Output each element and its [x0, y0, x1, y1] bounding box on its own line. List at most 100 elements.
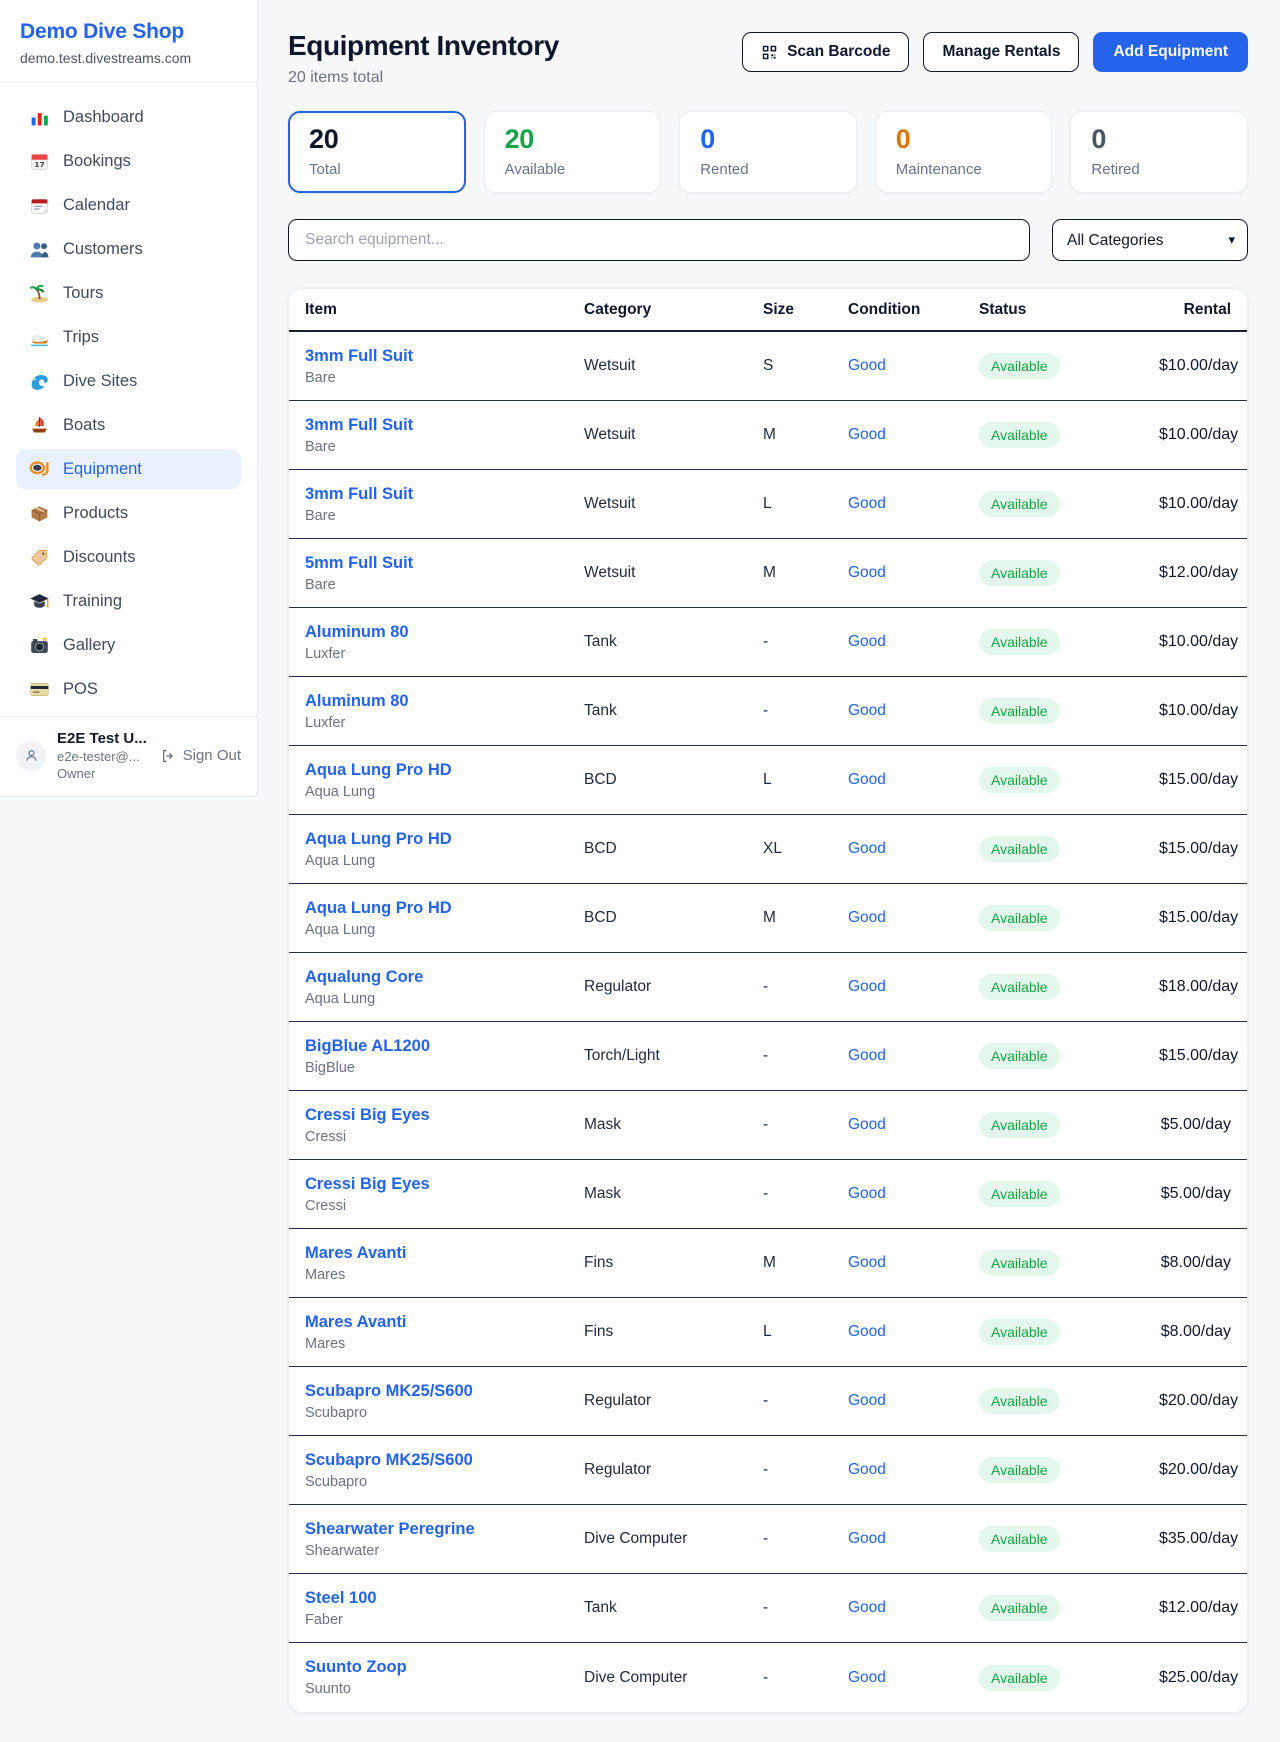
status-badge: Available [979, 905, 1060, 932]
sidebar-item-bookings[interactable]: 17 Bookings [16, 141, 241, 181]
item-link[interactable]: Aqua Lung Pro HD [305, 898, 452, 917]
item-cell: 3mm Full Suit Bare [305, 416, 584, 455]
item-link[interactable]: Steel 100 [305, 1588, 377, 1607]
item-link[interactable]: 3mm Full Suit [305, 484, 414, 503]
page-title: Equipment Inventory [288, 30, 559, 61]
condition-link[interactable]: Good [848, 1254, 886, 1272]
item-link[interactable]: Aluminum 80 [305, 691, 409, 710]
condition-link[interactable]: Good [848, 1116, 886, 1134]
condition-link[interactable]: Good [848, 1392, 886, 1410]
stat-card-rented[interactable]: 0 Rented [679, 111, 857, 194]
item-link[interactable]: Scubapro MK25/S600 [305, 1450, 473, 1469]
item-cell: Aqua Lung Pro HD Aqua Lung [305, 830, 584, 869]
status-cell: Available [979, 698, 1159, 725]
item-link[interactable]: 3mm Full Suit [305, 415, 414, 434]
item-link[interactable]: Aqua Lung Pro HD [305, 829, 452, 848]
condition-link[interactable]: Good [848, 1047, 886, 1065]
status-badge: Available [979, 560, 1060, 587]
sidebar-item-calendar[interactable]: Calendar [16, 185, 241, 225]
condition-link[interactable]: Good [848, 840, 886, 858]
table-row: Cressi Big Eyes Cressi Mask - Good Avail… [289, 1160, 1247, 1230]
item-link[interactable]: Mares Avanti [305, 1243, 407, 1262]
item-brand: Bare [305, 438, 336, 455]
rental-cell: $10.00/day [1159, 702, 1239, 720]
category-select[interactable]: All Categories [1052, 219, 1248, 262]
condition-link[interactable]: Good [848, 1323, 886, 1341]
item-link[interactable]: Cressi Big Eyes [305, 1105, 430, 1124]
condition-link[interactable]: Good [848, 702, 886, 720]
sidebar-item-gallery[interactable]: Gallery [16, 625, 241, 665]
add-equipment-button[interactable]: Add Equipment [1093, 32, 1248, 72]
stat-card-maintenance[interactable]: 0 Maintenance [874, 111, 1053, 194]
status-cell: Available [979, 1526, 1159, 1553]
status-badge: Available [979, 1181, 1060, 1208]
sidebar-item-products[interactable]: Products [16, 493, 241, 533]
condition-link[interactable]: Good [848, 1668, 886, 1686]
condition-link[interactable]: Good [848, 495, 886, 513]
condition-link[interactable]: Good [848, 978, 886, 996]
item-link[interactable]: Aqualung Core [305, 967, 424, 986]
condition-link[interactable]: Good [848, 1461, 886, 1479]
stat-card-available[interactable]: 20 Available [483, 111, 662, 194]
table-row: Aqualung Core Aqua Lung Regulator - Good… [289, 953, 1247, 1023]
sidebar-item-dashboard[interactable]: Dashboard [16, 97, 241, 137]
item-link[interactable]: Mares Avanti [305, 1312, 407, 1331]
item-cell: 3mm Full Suit Bare [305, 347, 584, 386]
item-link[interactable]: Aluminum 80 [305, 622, 409, 641]
column-header-condition: Condition [848, 300, 921, 318]
sidebar-item-discounts[interactable]: Discounts [16, 537, 241, 577]
sidebar-item-boats[interactable]: Boats [16, 405, 241, 445]
condition-link[interactable]: Good [848, 633, 886, 651]
item-link[interactable]: 5mm Full Suit [305, 553, 414, 572]
condition-link[interactable]: Good [848, 1599, 886, 1617]
size-cell: - [763, 1668, 769, 1686]
sidebar-item-label: Customers [63, 239, 143, 258]
sidebar-item-trips[interactable]: Trips [16, 317, 241, 357]
condition-link[interactable]: Good [848, 357, 886, 375]
sidebar-item-customers[interactable]: Customers [16, 229, 241, 269]
manage-rentals-button[interactable]: Manage Rentals [923, 32, 1080, 72]
item-brand: Scubapro [305, 1473, 368, 1490]
item-link[interactable]: Aqua Lung Pro HD [305, 760, 452, 779]
sidebar-item-tours[interactable]: Tours [16, 273, 241, 313]
sidebar-item-label: Training [63, 591, 122, 610]
status-cell: Available [979, 1664, 1159, 1691]
item-link[interactable]: Suunto Zoop [305, 1658, 407, 1677]
brand-domain: demo.test.divestreams.com [20, 50, 192, 66]
condition-link[interactable]: Good [848, 909, 886, 927]
size-cell: XL [763, 840, 782, 858]
sidebar-item-equipment[interactable]: Equipment [16, 449, 241, 489]
sidebar-item-training[interactable]: Training [16, 581, 241, 621]
rental-cell: $12.00/day [1159, 564, 1239, 582]
condition-cell: Good [848, 1599, 979, 1617]
condition-link[interactable]: Good [848, 771, 886, 789]
status-cell: Available [979, 560, 1159, 587]
scan-barcode-button[interactable]: Scan Barcode [742, 32, 910, 72]
rental-cell: $15.00/day [1159, 840, 1239, 858]
size-cell: M [763, 1254, 776, 1272]
stat-label: Total [309, 161, 341, 179]
condition-cell: Good [848, 1254, 979, 1272]
stat-label: Available [504, 161, 566, 179]
item-link[interactable]: 3mm Full Suit [305, 346, 414, 365]
condition-link[interactable]: Good [848, 1185, 886, 1203]
condition-cell: Good [848, 1047, 979, 1065]
status-cell: Available [979, 1595, 1159, 1622]
condition-link[interactable]: Good [848, 564, 886, 582]
condition-link[interactable]: Good [848, 426, 886, 444]
category-cell: Regulator [584, 978, 652, 996]
condition-link[interactable]: Good [848, 1530, 886, 1548]
item-link[interactable]: Shearwater Peregrine [305, 1519, 475, 1538]
item-link[interactable]: BigBlue AL1200 [305, 1036, 431, 1055]
stat-card-retired[interactable]: 0 Retired [1070, 111, 1248, 194]
status-badge: Available [979, 836, 1060, 863]
condition-cell: Good [848, 633, 979, 651]
sidebar-item-pos[interactable]: POS [16, 669, 241, 709]
item-link[interactable]: Cressi Big Eyes [305, 1174, 430, 1193]
rental-cell: $8.00/day [1160, 1254, 1231, 1272]
search-input[interactable] [288, 219, 1030, 262]
item-link[interactable]: Scubapro MK25/S600 [305, 1381, 473, 1400]
sidebar-item-dive-sites[interactable]: Dive Sites [16, 361, 241, 401]
sign-out-button[interactable]: Sign Out [160, 747, 241, 764]
stat-card-total[interactable]: 20 Total [288, 111, 466, 194]
